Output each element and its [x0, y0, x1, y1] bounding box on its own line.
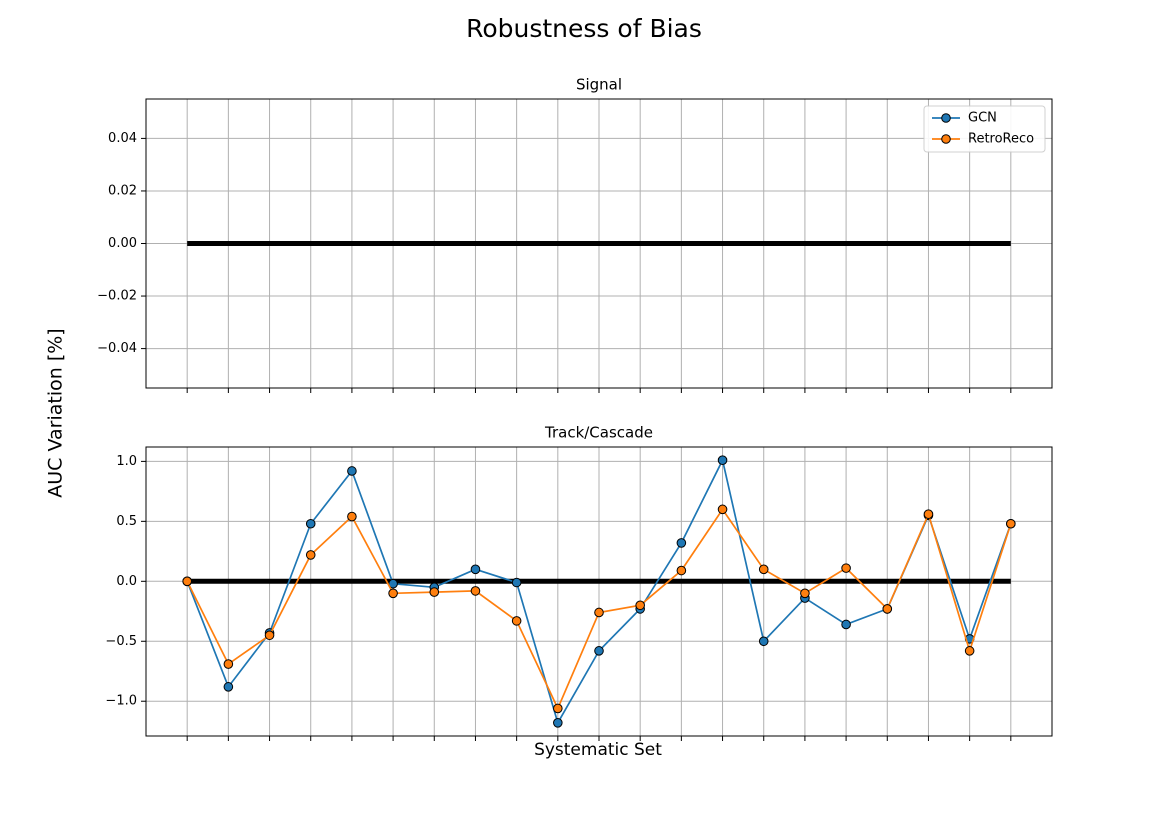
data-point [676, 538, 687, 548]
legend-marker [941, 113, 951, 123]
data-point [511, 616, 522, 626]
legend-marker [941, 134, 951, 144]
data-point [923, 509, 934, 519]
data-point [553, 703, 563, 714]
data-point [470, 586, 481, 596]
y-tick-label: 0.02 [108, 183, 137, 198]
data-point [470, 564, 481, 575]
y-tick-label: 0.5 [116, 514, 137, 529]
x-axis-label: Systematic Set [534, 740, 662, 760]
y-tick-label: 0.0 [116, 574, 137, 589]
y-tick-label: 1.0 [116, 454, 137, 469]
data-point [717, 455, 728, 465]
legend-label: RetroReco [968, 132, 1034, 147]
y-tick-label: 0.00 [108, 236, 137, 251]
data-point [305, 550, 316, 560]
data-point [347, 466, 357, 476]
y-tick-label: −0.5 [105, 634, 137, 649]
axes-frame [145, 98, 1053, 389]
data-point [841, 563, 851, 573]
data-point [223, 682, 234, 692]
data-point [347, 511, 357, 522]
y-tick-label: 0.04 [108, 131, 137, 146]
data-point [264, 630, 275, 641]
data-point [388, 588, 398, 599]
subplot-title: Track/Cascade [544, 424, 653, 442]
legend: GCN RetroReco [923, 105, 1046, 153]
data-point [758, 636, 769, 647]
y-axis-label: AUC Variation [%] [45, 328, 67, 497]
data-point [800, 588, 810, 599]
data-point [182, 576, 192, 587]
data-point [429, 587, 440, 597]
data-point [882, 604, 893, 614]
data-point [841, 619, 851, 630]
data-point [511, 577, 522, 588]
data-point [717, 504, 728, 515]
data-point [758, 564, 769, 575]
y-tick-label: −1.0 [105, 694, 137, 709]
axes-frame [145, 446, 1053, 737]
subplot-title: Signal [576, 76, 622, 94]
data-point [964, 646, 975, 656]
data-point [676, 565, 687, 576]
data-point [223, 659, 234, 669]
data-point [553, 718, 563, 728]
data-point [305, 518, 316, 529]
data-point [594, 607, 604, 618]
figure-title: Robustness of Bias [466, 14, 702, 43]
data-point [594, 646, 604, 656]
data-point [1006, 518, 1016, 529]
legend-label: GCN [968, 111, 997, 126]
y-tick-label: −0.02 [97, 289, 137, 304]
data-point [635, 600, 645, 611]
y-tick-label: −0.04 [97, 341, 137, 356]
